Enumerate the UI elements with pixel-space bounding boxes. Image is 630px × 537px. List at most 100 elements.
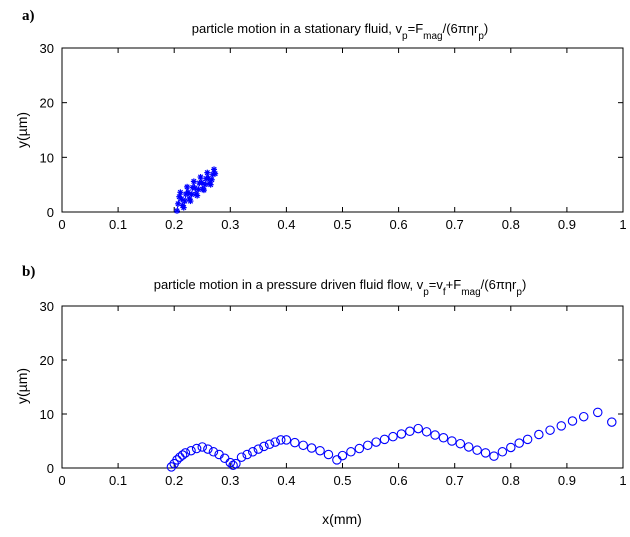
data-point bbox=[200, 187, 207, 194]
data-point bbox=[186, 445, 196, 456]
data-point bbox=[593, 407, 603, 418]
data-point bbox=[430, 430, 440, 440]
data-point bbox=[197, 442, 208, 452]
data-point bbox=[396, 429, 407, 439]
panel-b-title: particle motion in a pressure driven flu… bbox=[154, 277, 527, 298]
panel-b-ylabel: y(µm) bbox=[14, 368, 30, 404]
data-point bbox=[204, 169, 211, 176]
data-point bbox=[195, 186, 202, 193]
x-tick-label: 0 bbox=[58, 473, 65, 488]
x-tick-label: 0.1 bbox=[109, 217, 127, 232]
data-point bbox=[180, 448, 191, 458]
data-point bbox=[346, 447, 356, 457]
x-tick-label: 1 bbox=[619, 217, 626, 232]
x-tick-label: 1 bbox=[619, 473, 626, 488]
data-point bbox=[175, 200, 182, 207]
y-tick-label: 20 bbox=[40, 353, 54, 368]
x-tick-label: 0 bbox=[58, 217, 65, 232]
data-point bbox=[371, 437, 381, 447]
data-point bbox=[197, 174, 204, 181]
data-point bbox=[166, 462, 177, 472]
data-point bbox=[180, 204, 187, 211]
x-tick-label: 0.8 bbox=[502, 217, 520, 232]
data-point bbox=[315, 445, 325, 456]
panel-b: b) particle motion in a pressure driven … bbox=[14, 264, 627, 527]
panel-b-xlabel: x(mm) bbox=[322, 511, 362, 527]
data-point bbox=[236, 452, 247, 462]
data-point bbox=[174, 207, 181, 214]
y-tick-label: 10 bbox=[40, 150, 54, 165]
x-tick-label: 0.9 bbox=[558, 473, 576, 488]
data-point bbox=[497, 447, 508, 457]
data-point bbox=[421, 427, 432, 437]
x-tick-label: 0.7 bbox=[446, 473, 464, 488]
x-tick-label: 0.6 bbox=[390, 217, 408, 232]
data-point bbox=[413, 423, 423, 434]
data-point bbox=[447, 436, 457, 446]
x-tick-label: 0.4 bbox=[277, 473, 295, 488]
data-point bbox=[208, 176, 215, 183]
data-point bbox=[177, 189, 184, 196]
data-point bbox=[438, 433, 449, 443]
panel-a-axes-box bbox=[61, 47, 624, 213]
data-point bbox=[270, 437, 280, 447]
panel-b-label: b) bbox=[22, 264, 35, 280]
data-point bbox=[225, 457, 236, 468]
y-tick-label: 10 bbox=[40, 407, 54, 422]
data-point bbox=[379, 434, 390, 445]
data-point bbox=[191, 443, 202, 454]
data-point bbox=[181, 198, 188, 205]
data-point bbox=[281, 435, 292, 445]
data-point bbox=[534, 429, 544, 440]
x-tick-label: 0.7 bbox=[446, 217, 464, 232]
data-point bbox=[194, 192, 201, 199]
data-point bbox=[455, 438, 466, 449]
data-point bbox=[276, 435, 286, 445]
data-point bbox=[208, 447, 219, 457]
data-point bbox=[567, 416, 578, 426]
y-tick-label: 30 bbox=[40, 41, 54, 56]
x-tick-label: 0.3 bbox=[221, 473, 239, 488]
data-point bbox=[463, 442, 474, 452]
data-point bbox=[203, 444, 213, 454]
x-tick-label: 0.2 bbox=[165, 217, 183, 232]
y-tick-label: 0 bbox=[47, 205, 54, 220]
data-point bbox=[388, 431, 398, 442]
y-tick-label: 0 bbox=[47, 461, 54, 476]
data-point bbox=[172, 455, 182, 465]
data-point bbox=[259, 441, 269, 452]
x-tick-label: 0.1 bbox=[109, 473, 127, 488]
data-point bbox=[231, 458, 241, 469]
data-point bbox=[228, 460, 238, 471]
data-point bbox=[489, 451, 499, 461]
data-point bbox=[522, 434, 533, 445]
data-point bbox=[362, 440, 373, 451]
panel-a-ylabel: y(µm) bbox=[14, 112, 30, 148]
y-tick-label: 20 bbox=[40, 96, 54, 111]
data-point bbox=[578, 411, 589, 422]
panel-a-marks bbox=[174, 166, 219, 214]
data-point bbox=[323, 449, 334, 460]
data-point bbox=[190, 178, 197, 185]
x-tick-label: 0.2 bbox=[165, 473, 183, 488]
panel-a: a) particle motion in a stationary fluid… bbox=[14, 8, 627, 232]
data-point bbox=[506, 442, 516, 453]
data-point bbox=[264, 439, 275, 449]
data-point bbox=[212, 170, 219, 177]
x-tick-label: 0.9 bbox=[558, 217, 576, 232]
data-point bbox=[480, 448, 491, 458]
data-point bbox=[337, 450, 348, 461]
data-point bbox=[184, 183, 191, 190]
data-point bbox=[177, 450, 188, 460]
data-point bbox=[332, 455, 342, 465]
data-point bbox=[202, 181, 209, 188]
data-point bbox=[405, 426, 415, 437]
panel-b-axes-box bbox=[61, 305, 624, 469]
panel-a-title: particle motion in a stationary fluid, v… bbox=[192, 21, 488, 42]
x-tick-label: 0.3 bbox=[221, 217, 239, 232]
data-point bbox=[211, 166, 218, 173]
data-point bbox=[298, 440, 308, 451]
data-point bbox=[545, 425, 555, 435]
data-point bbox=[290, 437, 300, 448]
